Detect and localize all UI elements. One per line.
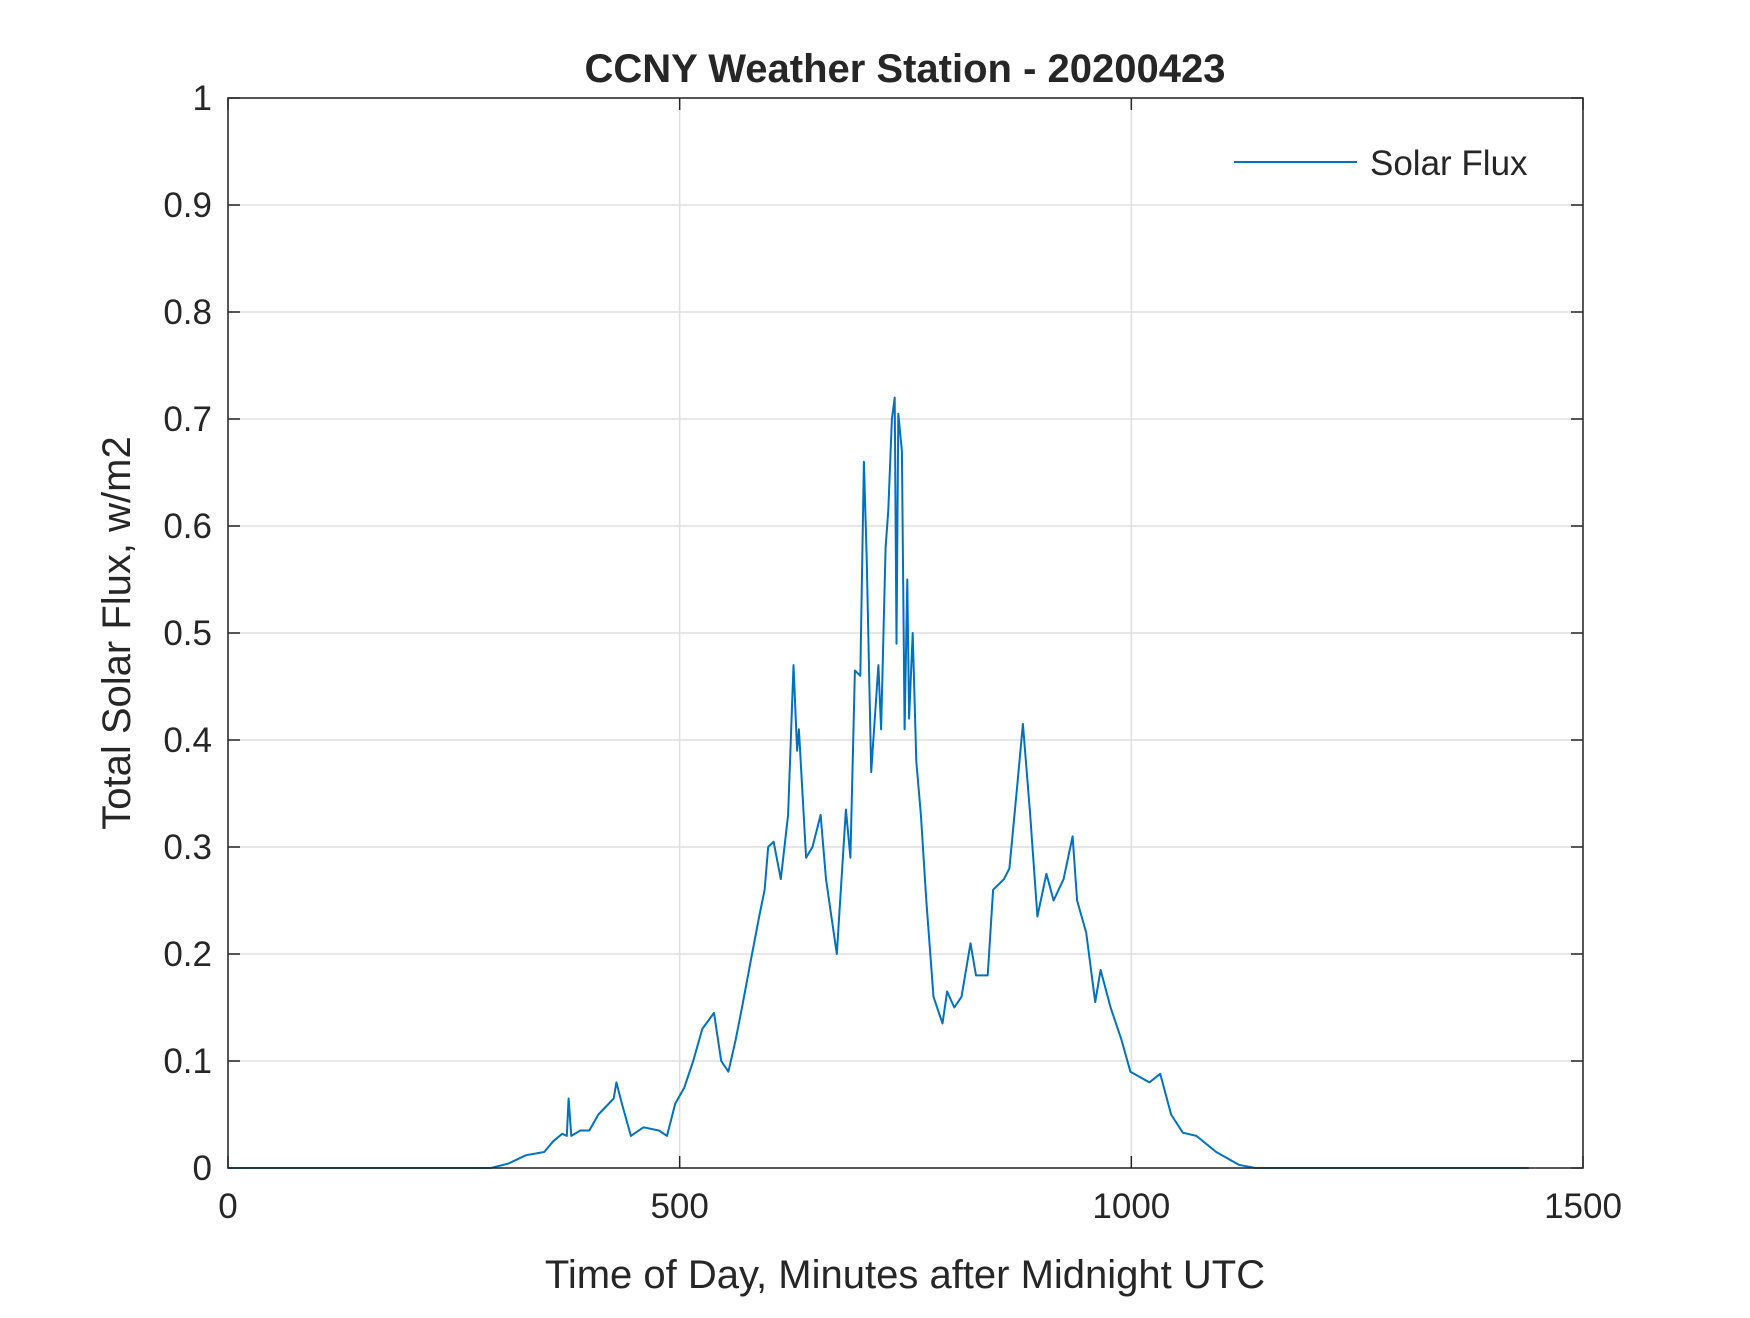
y-tick-label: 0.5 bbox=[163, 614, 212, 653]
y-tick-label: 0.1 bbox=[163, 1042, 212, 1081]
series-line-solar-flux bbox=[228, 396, 1529, 1169]
legend-label-solar-flux: Solar Flux bbox=[1370, 144, 1528, 183]
axes-box bbox=[227, 97, 1584, 1169]
y-tick-label: 0.4 bbox=[163, 721, 212, 760]
y-tick-label: 0.3 bbox=[163, 828, 212, 867]
y-tick-labels: 0 0.1 0.2 0.3 0.4 0.5 0.6 0.7 0.8 0.9 1 bbox=[163, 79, 212, 1188]
x-tick-label: 0 bbox=[218, 1187, 237, 1226]
x-axis-label: Time of Day, Minutes after Midnight UTC bbox=[545, 1253, 1265, 1297]
y-tick-label: 0.7 bbox=[163, 400, 212, 439]
y-axis-label: Total Solar Flux, w/m2 bbox=[95, 436, 139, 829]
y-tick-label: 1 bbox=[193, 79, 212, 118]
y-tick-label: 0.9 bbox=[163, 186, 212, 225]
y-tick-label: 0.8 bbox=[163, 293, 212, 332]
legend: Solar Flux bbox=[1234, 144, 1528, 183]
chart-title: CCNY Weather Station - 20200423 bbox=[585, 47, 1226, 91]
y-tick-label: 0 bbox=[193, 1149, 212, 1188]
x-tick-label: 1000 bbox=[1092, 1187, 1170, 1226]
x-tick-label: 500 bbox=[650, 1187, 708, 1226]
x-tick-labels: 0 500 1000 1500 bbox=[218, 1187, 1622, 1226]
y-tick-label: 0.2 bbox=[163, 935, 212, 974]
x-tick-label: 1500 bbox=[1544, 1187, 1622, 1226]
y-tick-label: 0.6 bbox=[163, 507, 212, 546]
